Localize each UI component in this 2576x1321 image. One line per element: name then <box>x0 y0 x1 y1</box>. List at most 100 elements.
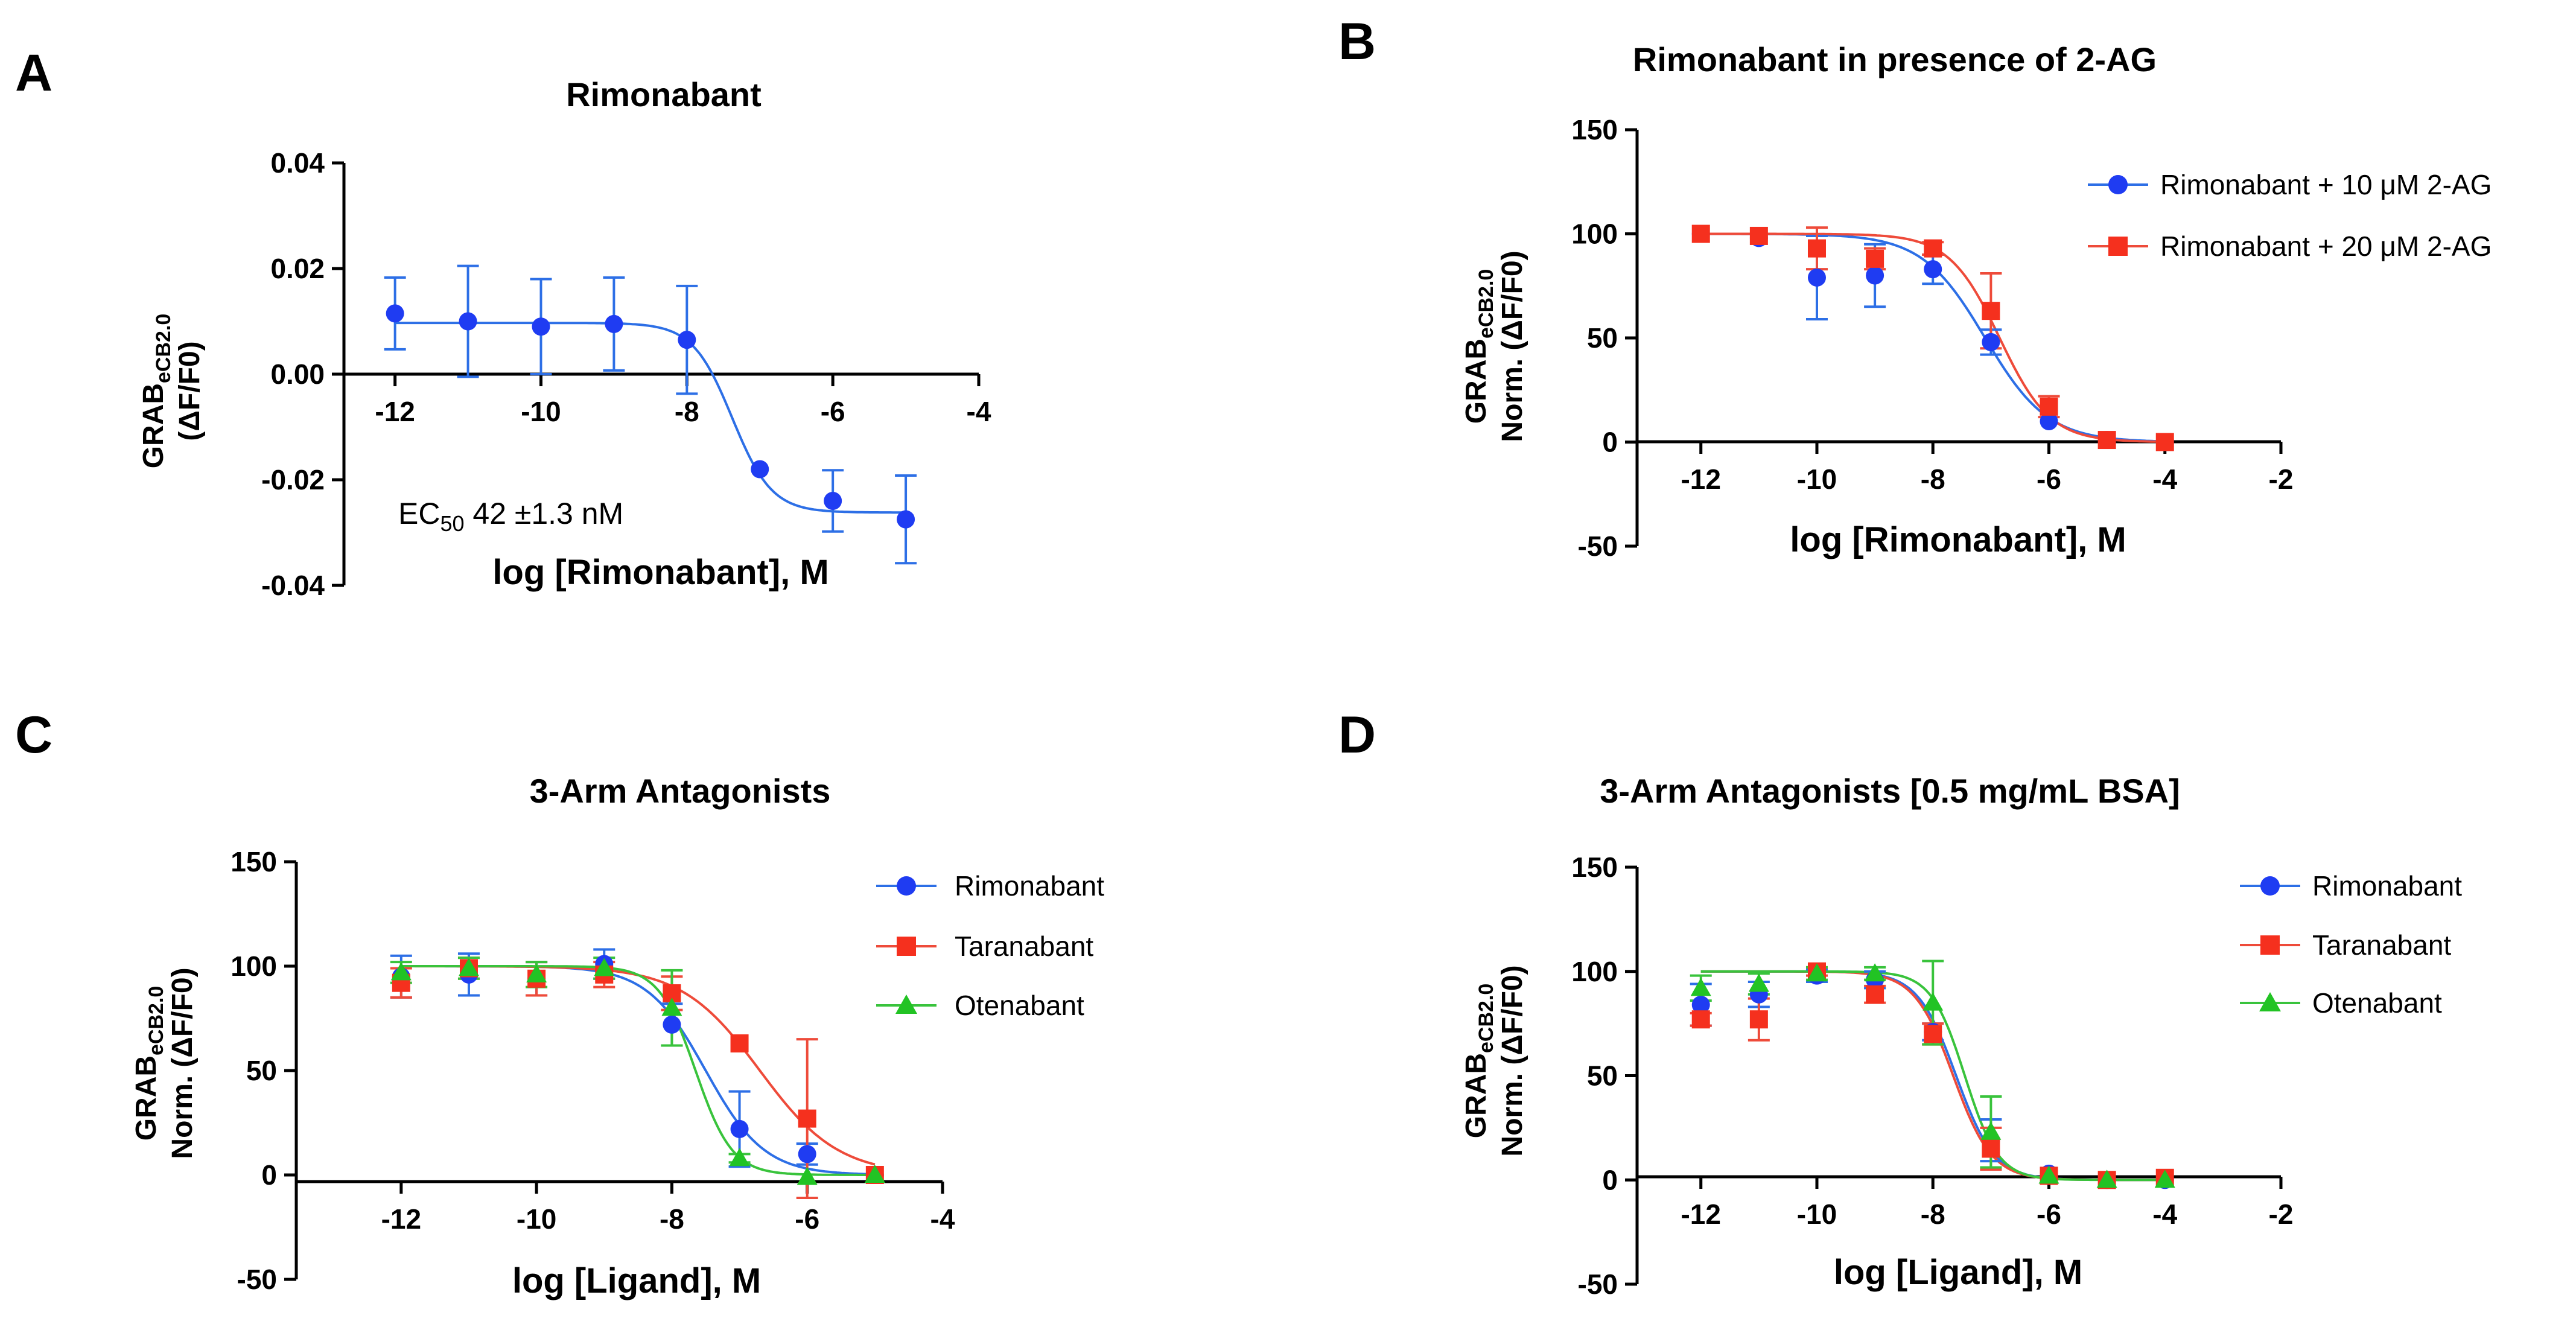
x-tick-label: -10 <box>517 1203 556 1235</box>
x-tick-label: -6 <box>795 1203 819 1235</box>
fit-curve-otenabant <box>401 965 875 1176</box>
legend-label: Otenabant <box>955 990 1084 1021</box>
data-point <box>824 492 842 510</box>
y-tick-label: -50 <box>1578 1268 1618 1300</box>
data-point <box>458 958 479 976</box>
y-axis-label-main: GRAB <box>138 383 170 468</box>
data-point <box>1749 226 1768 245</box>
x-tick-label: -8 <box>660 1203 684 1235</box>
data-point <box>459 312 477 331</box>
y-tick-label: -50 <box>1578 530 1618 562</box>
y-axis-label-line2: Norm. (ΔF/F0) <box>1496 250 1528 442</box>
data-point <box>1691 996 1710 1014</box>
y-tick-label: 0.02 <box>270 253 325 284</box>
legend-label: Rimonabant <box>955 870 1104 902</box>
legend-label: Rimonabant + 20 μM 2-AG <box>2160 231 2492 262</box>
y-axis-label-sub: eCB2.0 <box>145 986 168 1055</box>
y-tick-label: 100 <box>1571 218 1618 250</box>
data-point <box>2040 397 2058 416</box>
data-point <box>864 1165 885 1183</box>
y-axis-label-line2: Norm. (ΔF/F0) <box>1496 965 1528 1156</box>
y-tick-label: 150 <box>1571 851 1618 883</box>
x-axis-label: log [Ligand], M <box>512 1261 761 1300</box>
y-axis-label-line2: (ΔF/F0) <box>174 341 206 441</box>
x-tick-label: -8 <box>1921 463 1945 495</box>
x-tick-label: -10 <box>1797 1198 1837 1230</box>
data-point <box>751 460 769 479</box>
panel-b: Rimonabant in presence of 2-AG GRABeCB2.… <box>1460 40 2492 562</box>
y-tick-label: 0.00 <box>270 358 325 390</box>
data-point <box>1982 333 2000 351</box>
y-tick-label: 150 <box>1571 114 1618 145</box>
data-point <box>730 1034 749 1053</box>
x-tick-label: -10 <box>521 396 561 427</box>
legend-marker-circle <box>897 876 916 896</box>
y-tick-label: 0 <box>1602 427 1618 458</box>
legend-marker-square <box>2108 237 2128 256</box>
legend-label: Rimonabant + 10 μM 2-AG <box>2160 169 2492 200</box>
data-point <box>729 1148 750 1167</box>
legend-marker-square <box>2260 935 2280 955</box>
data-point <box>1866 985 1884 1004</box>
y-axis-label-main: GRAB <box>1460 339 1492 424</box>
svg-text:GRABeCB2.0: GRABeCB2.0 <box>1460 984 1498 1139</box>
x-axis-label: log [Rimonabant], M <box>1790 520 2126 559</box>
data-point <box>797 1167 818 1185</box>
data-point <box>2155 433 2174 451</box>
data-point <box>798 1109 816 1128</box>
panel-letter-c: C <box>15 706 52 764</box>
legend-marker-triangle <box>895 995 917 1014</box>
data-point <box>1924 1025 1942 1043</box>
data-point <box>2038 1165 2059 1184</box>
y-tick-label: 50 <box>1587 1060 1618 1092</box>
y-tick-label: 0 <box>1602 1164 1618 1195</box>
data-point <box>1866 249 1884 268</box>
data-point <box>390 962 412 981</box>
legend: Rimonabant Taranabant Otenabant <box>876 870 1104 1021</box>
x-tick-label: -2 <box>2269 1198 2294 1230</box>
data-point <box>1922 992 1944 1011</box>
data-point <box>1749 1010 1768 1029</box>
y-axis-label: GRABeCB2.0 Norm. (ΔF/F0) <box>1460 250 1528 442</box>
data-point <box>663 1015 681 1034</box>
x-tick-label: -12 <box>1681 1198 1720 1230</box>
data-point <box>594 958 615 976</box>
svg-text:GRABeCB2.0: GRABeCB2.0 <box>130 986 168 1141</box>
x-tick-label: -4 <box>967 396 991 427</box>
y-axis-label-main: GRAB <box>130 1055 162 1141</box>
x-tick-label: -6 <box>2037 1198 2061 1230</box>
data-point <box>526 964 547 982</box>
panel-letter-b: B <box>1338 13 1376 71</box>
x-tick-label: -10 <box>1797 463 1837 495</box>
x-tick-label: -12 <box>375 396 415 427</box>
panel-c: 3-Arm Antagonists GRABeCB2.0 Norm. (ΔF/F… <box>130 772 1104 1300</box>
data-point <box>2154 1170 2175 1188</box>
y-axis-label: GRABeCB2.0 Norm. (ΔF/F0) <box>1460 965 1528 1156</box>
data-point <box>2096 1170 2117 1188</box>
panel-a: Rimonabant GRABeCB2.0 (ΔF/F0) log [Rimon… <box>138 75 991 601</box>
y-axis-label-sub: eCB2.0 <box>152 314 175 383</box>
x-tick-label: -4 <box>930 1203 955 1235</box>
x-tick-label: -6 <box>821 396 845 427</box>
y-axis-label-line2: Norm. (ΔF/F0) <box>167 967 199 1159</box>
panel-letter-a: A <box>15 44 52 102</box>
x-axis-label: log [Rimonabant], M <box>492 553 828 592</box>
data-point <box>2097 431 2116 450</box>
chart-title: Rimonabant <box>566 75 762 113</box>
data-point <box>1924 239 1942 258</box>
legend-marker-circle <box>2260 876 2280 896</box>
legend-marker-triangle <box>2259 992 2281 1011</box>
legend-label: Rimonabant <box>2312 870 2462 902</box>
legend-label: Taranabant <box>2312 929 2451 961</box>
y-axis-label-sub: eCB2.0 <box>1475 269 1498 339</box>
plot-area: 0.04 0.02 0.00 -0.02 -0.04 -12 -10 -8 -6 -4 <box>261 147 991 601</box>
x-tick-label: -8 <box>1921 1198 1945 1230</box>
y-tick-label: 150 <box>231 846 277 877</box>
x-tick-label: -4 <box>2152 463 2177 495</box>
ec50-annotation: EC50 42 ±1.3 nM <box>398 497 623 536</box>
data-point <box>1807 239 1826 258</box>
y-tick-label: 100 <box>231 950 277 982</box>
x-tick-label: -4 <box>2152 1198 2177 1230</box>
data-point <box>1691 1010 1710 1029</box>
data-point <box>532 317 550 336</box>
